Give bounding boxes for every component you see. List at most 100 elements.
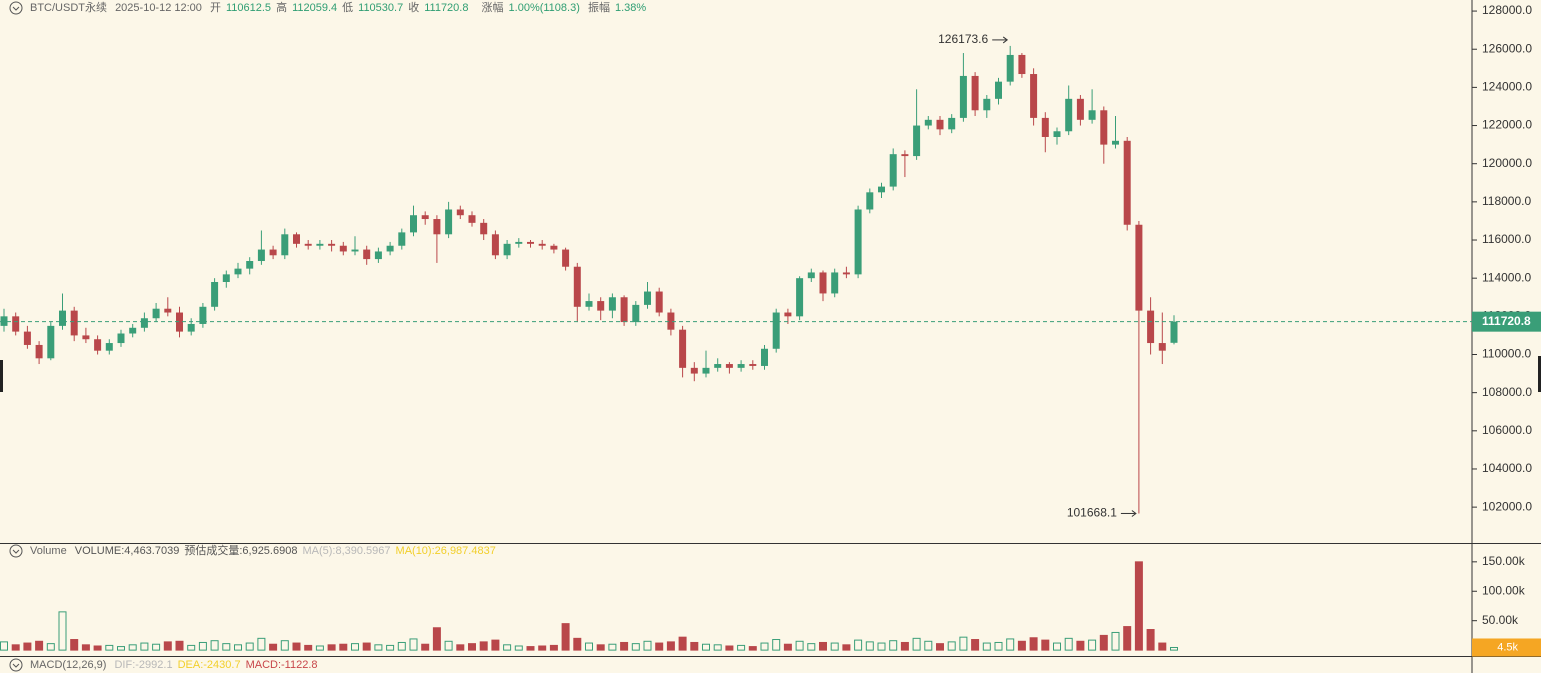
volume-bar: [936, 643, 944, 651]
volume-header: Volume VOLUME:4,463.7039 预估成交量:6,925.6908…: [30, 544, 501, 558]
y-tick-label: 124000.0: [1482, 80, 1532, 94]
volume-bar: [140, 642, 149, 651]
collapse-icon[interactable]: [9, 544, 23, 558]
candle-body: [316, 243, 324, 246]
macd-header: MACD(12,26,9) DIF:-2992.1 DEA:-2430.7 MACD…: [30, 658, 323, 672]
amplitude-label: 振幅: [587, 2, 610, 14]
y-tick-label: 128000.0: [1482, 3, 1532, 17]
volume-bar: [339, 643, 348, 651]
candle-body: [129, 327, 137, 334]
volume-bar: [175, 640, 184, 651]
volume-bar: [1123, 626, 1132, 651]
change-label: 涨幅: [481, 2, 504, 14]
candle-body: [573, 266, 581, 307]
candle-body: [667, 312, 675, 330]
volume-bar: [269, 643, 278, 651]
volume-bar: [1041, 639, 1050, 651]
volume-bar: [819, 641, 827, 651]
volume-bar: [865, 641, 874, 651]
candle-body: [1030, 74, 1038, 118]
volume-bar: [713, 644, 722, 651]
volume-bar: [912, 637, 921, 651]
candle-body: [714, 364, 722, 368]
info-value: 112059.4: [292, 2, 338, 14]
candle-body: [796, 278, 804, 317]
volume-bar: [854, 639, 863, 651]
candle-body: [562, 249, 570, 267]
candle-body: [889, 154, 897, 187]
volume-bar: [46, 643, 55, 651]
candle-body: [737, 364, 745, 368]
volume-bar: [514, 645, 523, 651]
volume-current-label: 4.5k: [1497, 641, 1518, 653]
scroll-handle[interactable]: [1538, 356, 1541, 392]
candle-body: [1041, 117, 1049, 137]
candle-body: [281, 234, 289, 256]
volume-bar: [1053, 642, 1061, 651]
volume-bar: [456, 644, 465, 651]
candle-body: [105, 343, 113, 351]
volume-bar: [234, 644, 242, 651]
candle-body: [211, 281, 219, 307]
candle-body: [842, 272, 850, 275]
volume-bar: [351, 643, 359, 651]
volume-bar: [877, 642, 886, 651]
candle-body: [749, 364, 757, 366]
candle-body: [866, 192, 874, 210]
y-tick-label: 102000.0: [1482, 499, 1532, 513]
volume-bar: [1064, 637, 1073, 651]
volume-bar: [1017, 640, 1026, 651]
change-value: 1.00%(1108.3): [508, 2, 580, 14]
candle-body: [924, 119, 932, 126]
volume-bar: [280, 640, 289, 651]
volume-bar: [666, 641, 675, 651]
volume-bar: [304, 644, 313, 651]
volume-bar: [81, 644, 90, 651]
volume-header-item: 预估成交量:6,925.6908: [184, 545, 298, 557]
volume-bar: [70, 639, 79, 651]
volume-bar: [491, 639, 500, 651]
volume-bar: [561, 623, 570, 651]
annotation-arrow: [1131, 510, 1137, 517]
candle-body: [480, 222, 488, 235]
volume-current-tag: [1472, 638, 1541, 657]
volume-bar: [292, 642, 301, 651]
candle-body: [386, 245, 394, 252]
candle-body: [1006, 54, 1014, 82]
candle-body: [117, 333, 125, 344]
volume-bar: [643, 640, 652, 651]
volume-header-item: MA(10):26,987.4837: [395, 545, 496, 557]
candle-body: [550, 245, 558, 250]
volume-bar: [198, 641, 207, 651]
y-tick-label: 104000.0: [1482, 461, 1532, 475]
candle-body: [690, 367, 698, 374]
collapse-icon[interactable]: [9, 658, 23, 672]
candle-body: [854, 209, 862, 275]
info-label: 收: [408, 2, 420, 14]
info-value: 110530.7: [358, 2, 404, 14]
candle-body: [176, 312, 183, 332]
candle-body: [491, 234, 499, 256]
scroll-handle[interactable]: [0, 360, 3, 392]
candle-body: [1053, 131, 1061, 137]
volume-bar: [152, 643, 161, 651]
candle-body: [1147, 310, 1155, 344]
candle-body: [140, 318, 148, 328]
candle-body: [702, 367, 710, 374]
volume-bar: [386, 644, 395, 651]
y-tick-label: 110000.0: [1482, 347, 1531, 361]
candle-body: [94, 339, 102, 351]
high-annotation: 126173.6: [938, 32, 988, 46]
amplitude-value: 1.38%: [614, 2, 647, 14]
candle-body: [269, 249, 277, 256]
volume-bar: [1158, 642, 1167, 651]
volume-bar: [725, 645, 734, 651]
volume-bar: [128, 644, 137, 651]
volume-bar: [1111, 631, 1120, 651]
collapse-icon[interactable]: [9, 1, 23, 15]
volume-bar: [585, 642, 593, 651]
volume-bar: [959, 636, 968, 651]
candle-body: [1135, 224, 1143, 311]
volume-bar: [117, 646, 125, 651]
